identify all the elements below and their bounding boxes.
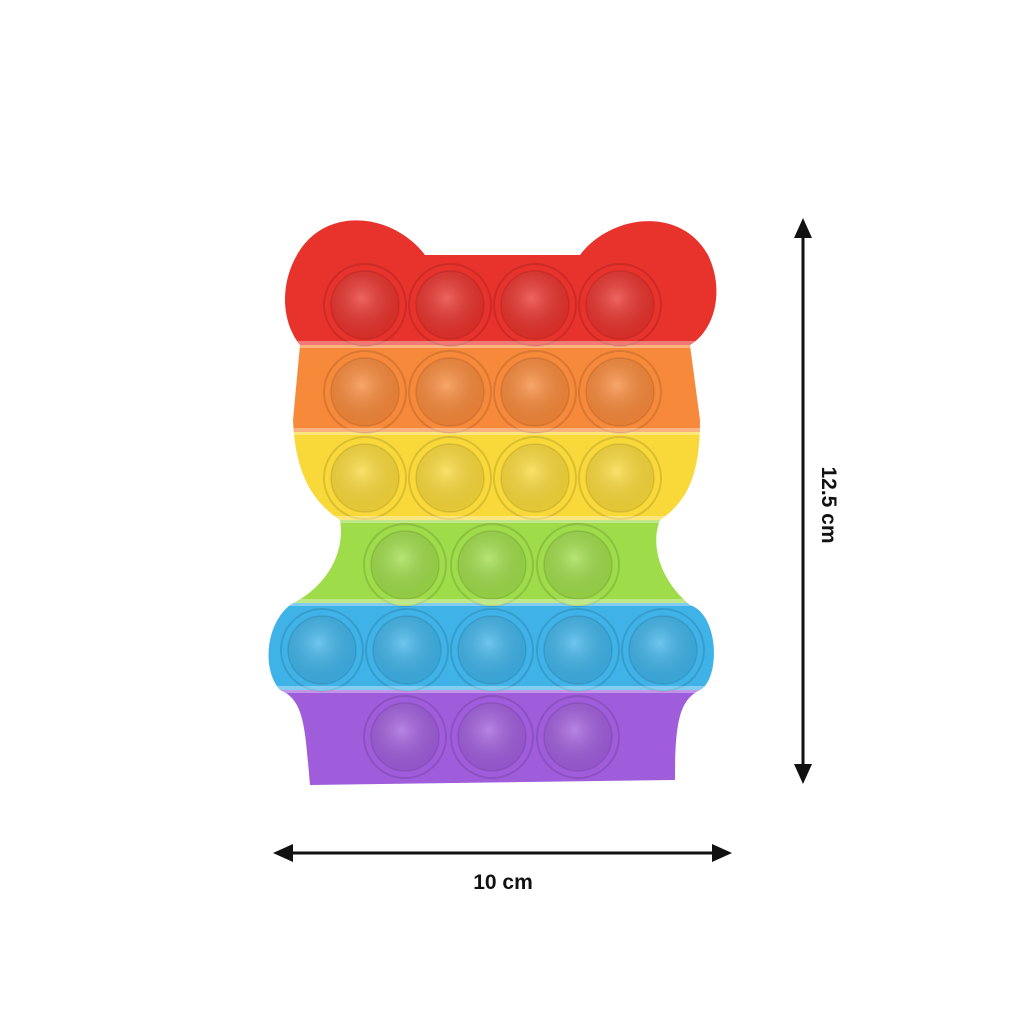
pop-bubble <box>578 436 662 520</box>
pop-bubble <box>363 695 447 779</box>
pop-bubble <box>408 350 492 434</box>
pop-bubble <box>578 350 662 434</box>
pop-bubble <box>323 436 407 520</box>
row-divider <box>268 516 717 523</box>
row-divider <box>268 599 717 606</box>
bubble-grid <box>280 263 705 779</box>
pop-bubble <box>450 695 534 779</box>
pop-bubble <box>365 608 449 692</box>
row-divider <box>268 341 717 348</box>
height-dimension-arrow <box>794 218 812 784</box>
pop-bubble <box>536 695 620 779</box>
pop-bubble <box>493 263 577 347</box>
pop-bubble <box>493 350 577 434</box>
pop-bubble <box>450 608 534 692</box>
pop-bubble <box>280 608 364 692</box>
pop-bubble <box>363 523 447 607</box>
width-label: 10 cm <box>473 871 533 894</box>
pop-bubble <box>323 350 407 434</box>
pop-bubble <box>578 263 662 347</box>
row-dividers <box>268 341 717 693</box>
pop-bubble <box>536 608 620 692</box>
pop-bubble <box>621 608 705 692</box>
width-dimension-arrow <box>273 844 732 862</box>
pop-bubble <box>323 263 407 347</box>
pop-bubble <box>493 436 577 520</box>
pop-bubble <box>536 523 620 607</box>
pop-bubble <box>408 263 492 347</box>
row-divider <box>268 428 717 435</box>
row-divider <box>268 686 717 693</box>
pop-bubble <box>450 523 534 607</box>
pop-bubble <box>408 436 492 520</box>
height-label: 12.5 cm <box>817 466 840 543</box>
